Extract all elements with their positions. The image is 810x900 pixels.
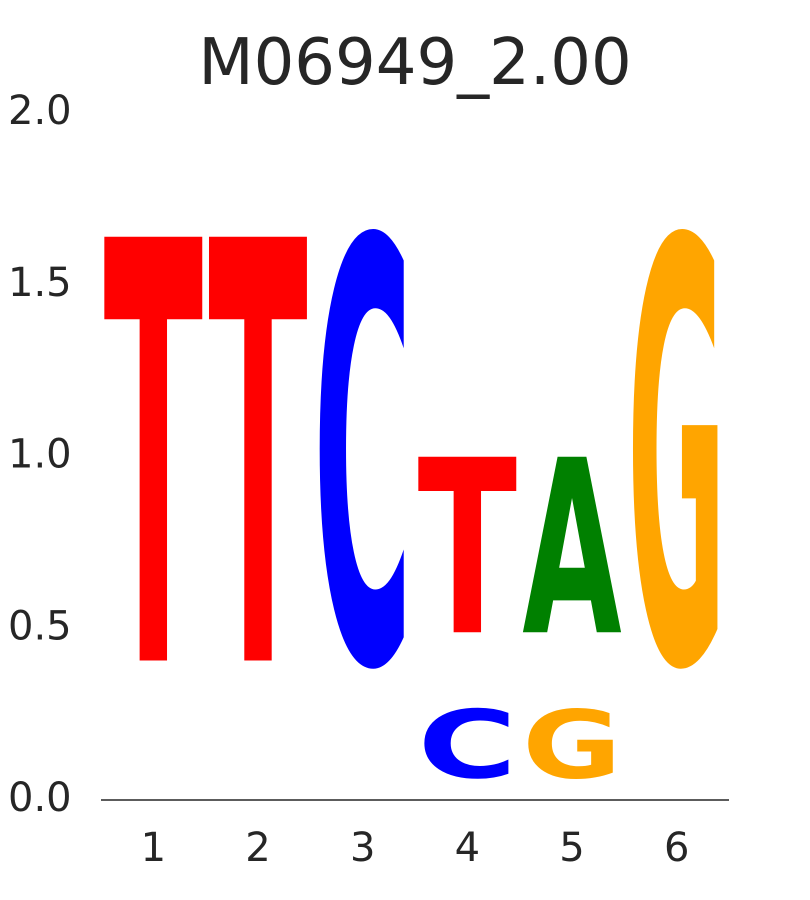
- letter: A: [522, 409, 621, 690]
- y-tick-label: 1.5: [8, 260, 72, 306]
- letter: T: [418, 408, 517, 689]
- y-tick-label: 2.0: [8, 88, 72, 134]
- x-tick-label: 4: [455, 825, 480, 871]
- y-tick-label: 1.0: [8, 432, 72, 478]
- x-tick-label: 1: [141, 825, 166, 871]
- chart-title: M06949_2.00: [198, 26, 631, 100]
- letter: C: [313, 121, 412, 799]
- letter: C: [418, 691, 517, 800]
- x-tick-label: 3: [350, 825, 375, 871]
- letter: T: [208, 121, 308, 797]
- letter: T: [104, 121, 204, 797]
- x-tick-label: 5: [559, 825, 584, 871]
- letter: G: [522, 690, 621, 800]
- letter: G: [627, 122, 726, 799]
- x-tick-label: 6: [664, 825, 689, 871]
- y-tick-label: 0.5: [8, 603, 72, 649]
- y-tick-label: 0.0: [8, 775, 72, 821]
- x-tick-label: 2: [245, 825, 270, 871]
